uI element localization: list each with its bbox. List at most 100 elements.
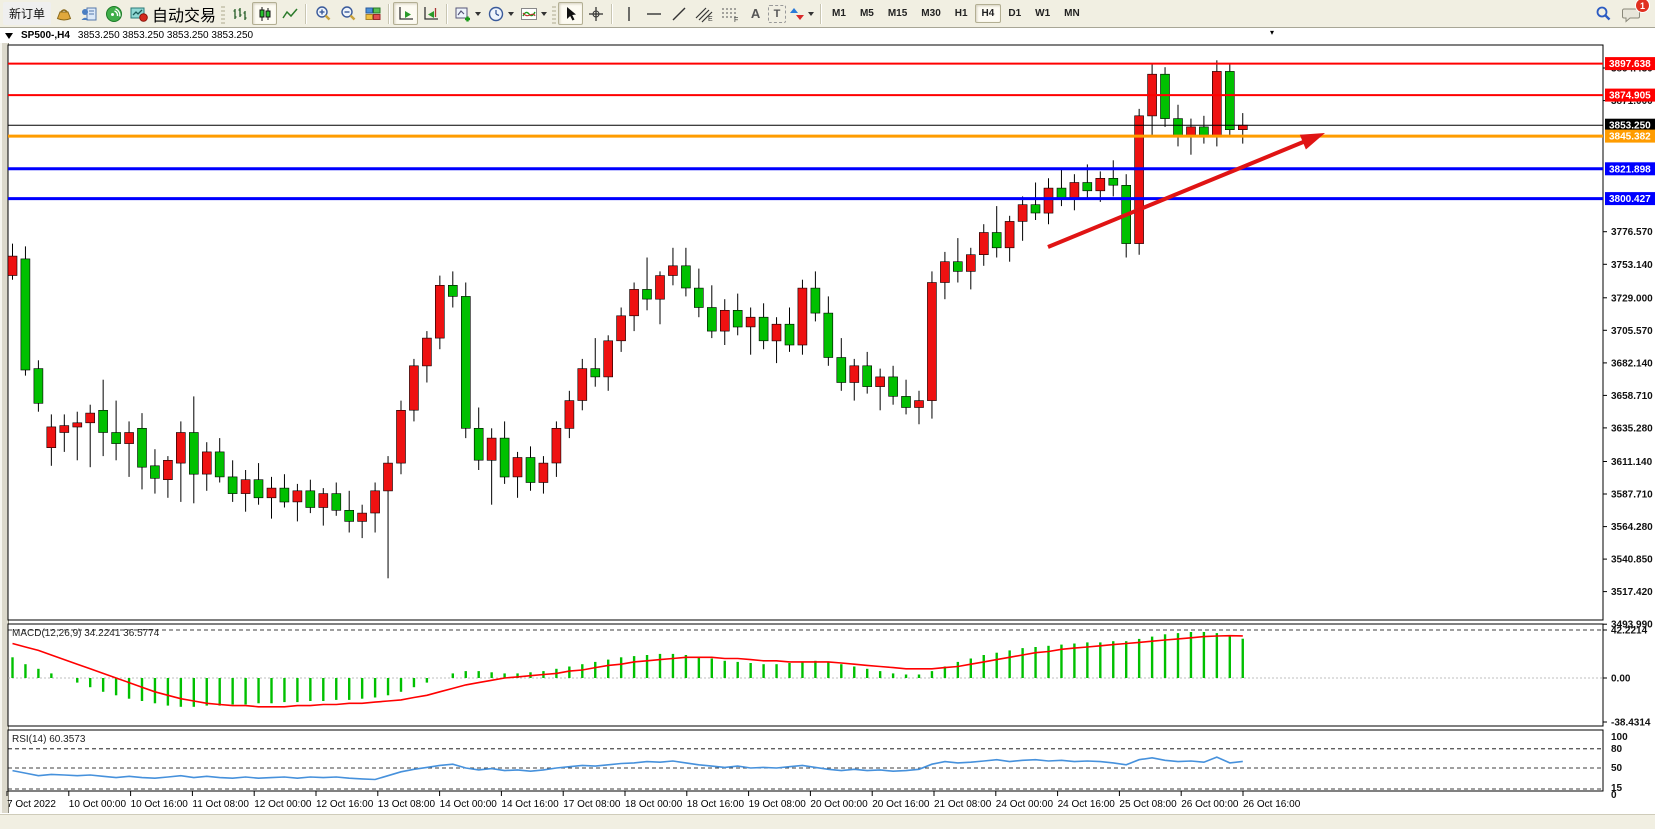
history-center-button[interactable]: [51, 2, 76, 25]
timeframe-M15[interactable]: M15: [887, 8, 908, 19]
trendline-tool[interactable]: [666, 2, 691, 25]
toolbar-separator: [388, 3, 391, 24]
toolbar-drag-handle[interactable]: [552, 3, 557, 24]
macd-label: MACD(12,26,9) 34.2241 36.5774: [12, 628, 160, 639]
bar-chart-button[interactable]: [227, 2, 252, 25]
text-label-tool[interactable]: T: [768, 4, 787, 23]
macd-axis-label: -38.4314: [1611, 718, 1651, 729]
candlestick: [318, 488, 329, 526]
candlestick: [499, 421, 510, 484]
chevron-down-icon: [808, 12, 815, 19]
zoom-in-button[interactable]: [310, 2, 335, 25]
candlestick: [1004, 215, 1015, 262]
chat-button[interactable]: 1: [1619, 0, 1650, 25]
cursor-button[interactable]: [558, 2, 584, 25]
candlestick: [590, 338, 601, 387]
chart-canvas[interactable]: 3894.430 3871.000 3776.570 3753.140 3729…: [0, 43, 1655, 828]
candlestick: [758, 303, 769, 350]
candlestick: [240, 470, 251, 512]
crosshair-button[interactable]: [583, 2, 608, 25]
candlestick: [111, 400, 121, 461]
svg-text:3821.898: 3821.898: [1609, 164, 1651, 175]
timeframe-D1[interactable]: D1: [1008, 8, 1022, 19]
news-button[interactable]: [76, 2, 101, 25]
x-axis-label: 7 Oct 2022: [7, 799, 56, 810]
tile-windows-button[interactable]: [360, 2, 385, 25]
zoom-out-button[interactable]: [335, 2, 360, 25]
toolbar-drag-handle[interactable]: [221, 3, 226, 24]
chart-shift-icon: [423, 6, 438, 20]
timeframe-M1[interactable]: M1: [832, 8, 846, 19]
text-tool[interactable]: A: [743, 2, 768, 25]
x-axis-label: 13 Oct 08:00: [378, 799, 436, 810]
timeframe-H1[interactable]: H1: [954, 8, 968, 19]
horizontal-price-lines[interactable]: [8, 62, 1603, 201]
search-icon: [1596, 6, 1610, 20]
arrows-tool[interactable]: [786, 2, 817, 25]
chart-quotes: 3853.250 3853.250 3853.250 3853.250: [77, 30, 254, 41]
arrows-icon: [790, 7, 805, 20]
new-chart-button[interactable]: [451, 2, 484, 25]
candlestick: [965, 247, 976, 290]
horizontal-line-tool[interactable]: [641, 2, 666, 25]
broadcast-icon: [105, 5, 122, 22]
candlestick: [253, 463, 264, 505]
chart-shift-button[interactable]: [418, 2, 443, 25]
trend-arrow[interactable]: [1047, 133, 1325, 249]
new-order-button[interactable]: 新订单: [3, 2, 52, 25]
line-chart-icon: [281, 8, 298, 18]
period-clock-button[interactable]: [484, 2, 517, 25]
candlestick: [564, 390, 575, 439]
cursor-arrow-icon: [566, 6, 576, 20]
candlestick: [150, 449, 160, 494]
price-tick-label: 3776.570: [1611, 227, 1653, 238]
rsi-axis-label: 100: [1611, 732, 1628, 743]
timeframe-M30[interactable]: M30: [921, 8, 941, 19]
price-tick-label: 3705.570: [1611, 326, 1653, 337]
price-badge: 3853.250: [1605, 118, 1655, 132]
candlestick: [1043, 178, 1054, 225]
signals-button[interactable]: [101, 2, 126, 25]
zoom-out-icon: [340, 5, 355, 20]
candlesticks: [7, 60, 1248, 579]
chart-menu-caret-icon[interactable]: ▾: [1270, 28, 1275, 37]
candlestick: [719, 299, 730, 345]
auto-scroll-button[interactable]: [393, 2, 419, 25]
label-tool-glyph: T: [773, 7, 781, 20]
price-tick-label: 3517.420: [1611, 587, 1653, 598]
candlestick: [1108, 160, 1119, 197]
fibonacci-tool[interactable]: F: [717, 2, 743, 25]
line-chart-button[interactable]: [277, 2, 302, 25]
candlestick: [978, 224, 989, 266]
candlestick: [629, 282, 639, 332]
candlestick: [7, 243, 18, 280]
chevron-down-icon: [541, 12, 548, 19]
timeframe-MN[interactable]: MN: [1064, 8, 1080, 19]
auto-trading-button[interactable]: 自动交易: [126, 2, 219, 25]
candlestick: [952, 238, 963, 283]
indicators-button[interactable]: [517, 2, 550, 25]
candlestick: [85, 404, 95, 468]
vertical-line-tool[interactable]: [616, 2, 641, 25]
equidistant-channel-tool[interactable]: E: [691, 2, 717, 25]
candlestick: [888, 365, 898, 405]
search-button[interactable]: [1590, 2, 1615, 25]
x-axis-label: 26 Oct 00:00: [1181, 799, 1239, 810]
candlestick: [1095, 171, 1106, 202]
tile-windows-icon: [365, 7, 381, 20]
toolbar-separator: [305, 3, 308, 24]
timeframe-H4[interactable]: H4: [974, 4, 1002, 23]
svg-text:3874.905: 3874.905: [1609, 91, 1651, 102]
candlestick: [732, 293, 743, 336]
svg-text:3853.250: 3853.250: [1609, 121, 1651, 132]
candlestick: [370, 482, 380, 533]
price-tick-label: 3611.140: [1611, 457, 1653, 468]
symbol-dropdown-icon[interactable]: [5, 33, 13, 43]
timeframe-M5[interactable]: M5: [859, 8, 874, 19]
timeframe-W1[interactable]: W1: [1035, 8, 1051, 19]
x-axis-label: 10 Oct 16:00: [131, 799, 189, 810]
macd-axis-label: 0.00: [1611, 674, 1631, 685]
candlestick: [33, 360, 44, 412]
candlestick-chart-button[interactable]: [252, 2, 278, 25]
